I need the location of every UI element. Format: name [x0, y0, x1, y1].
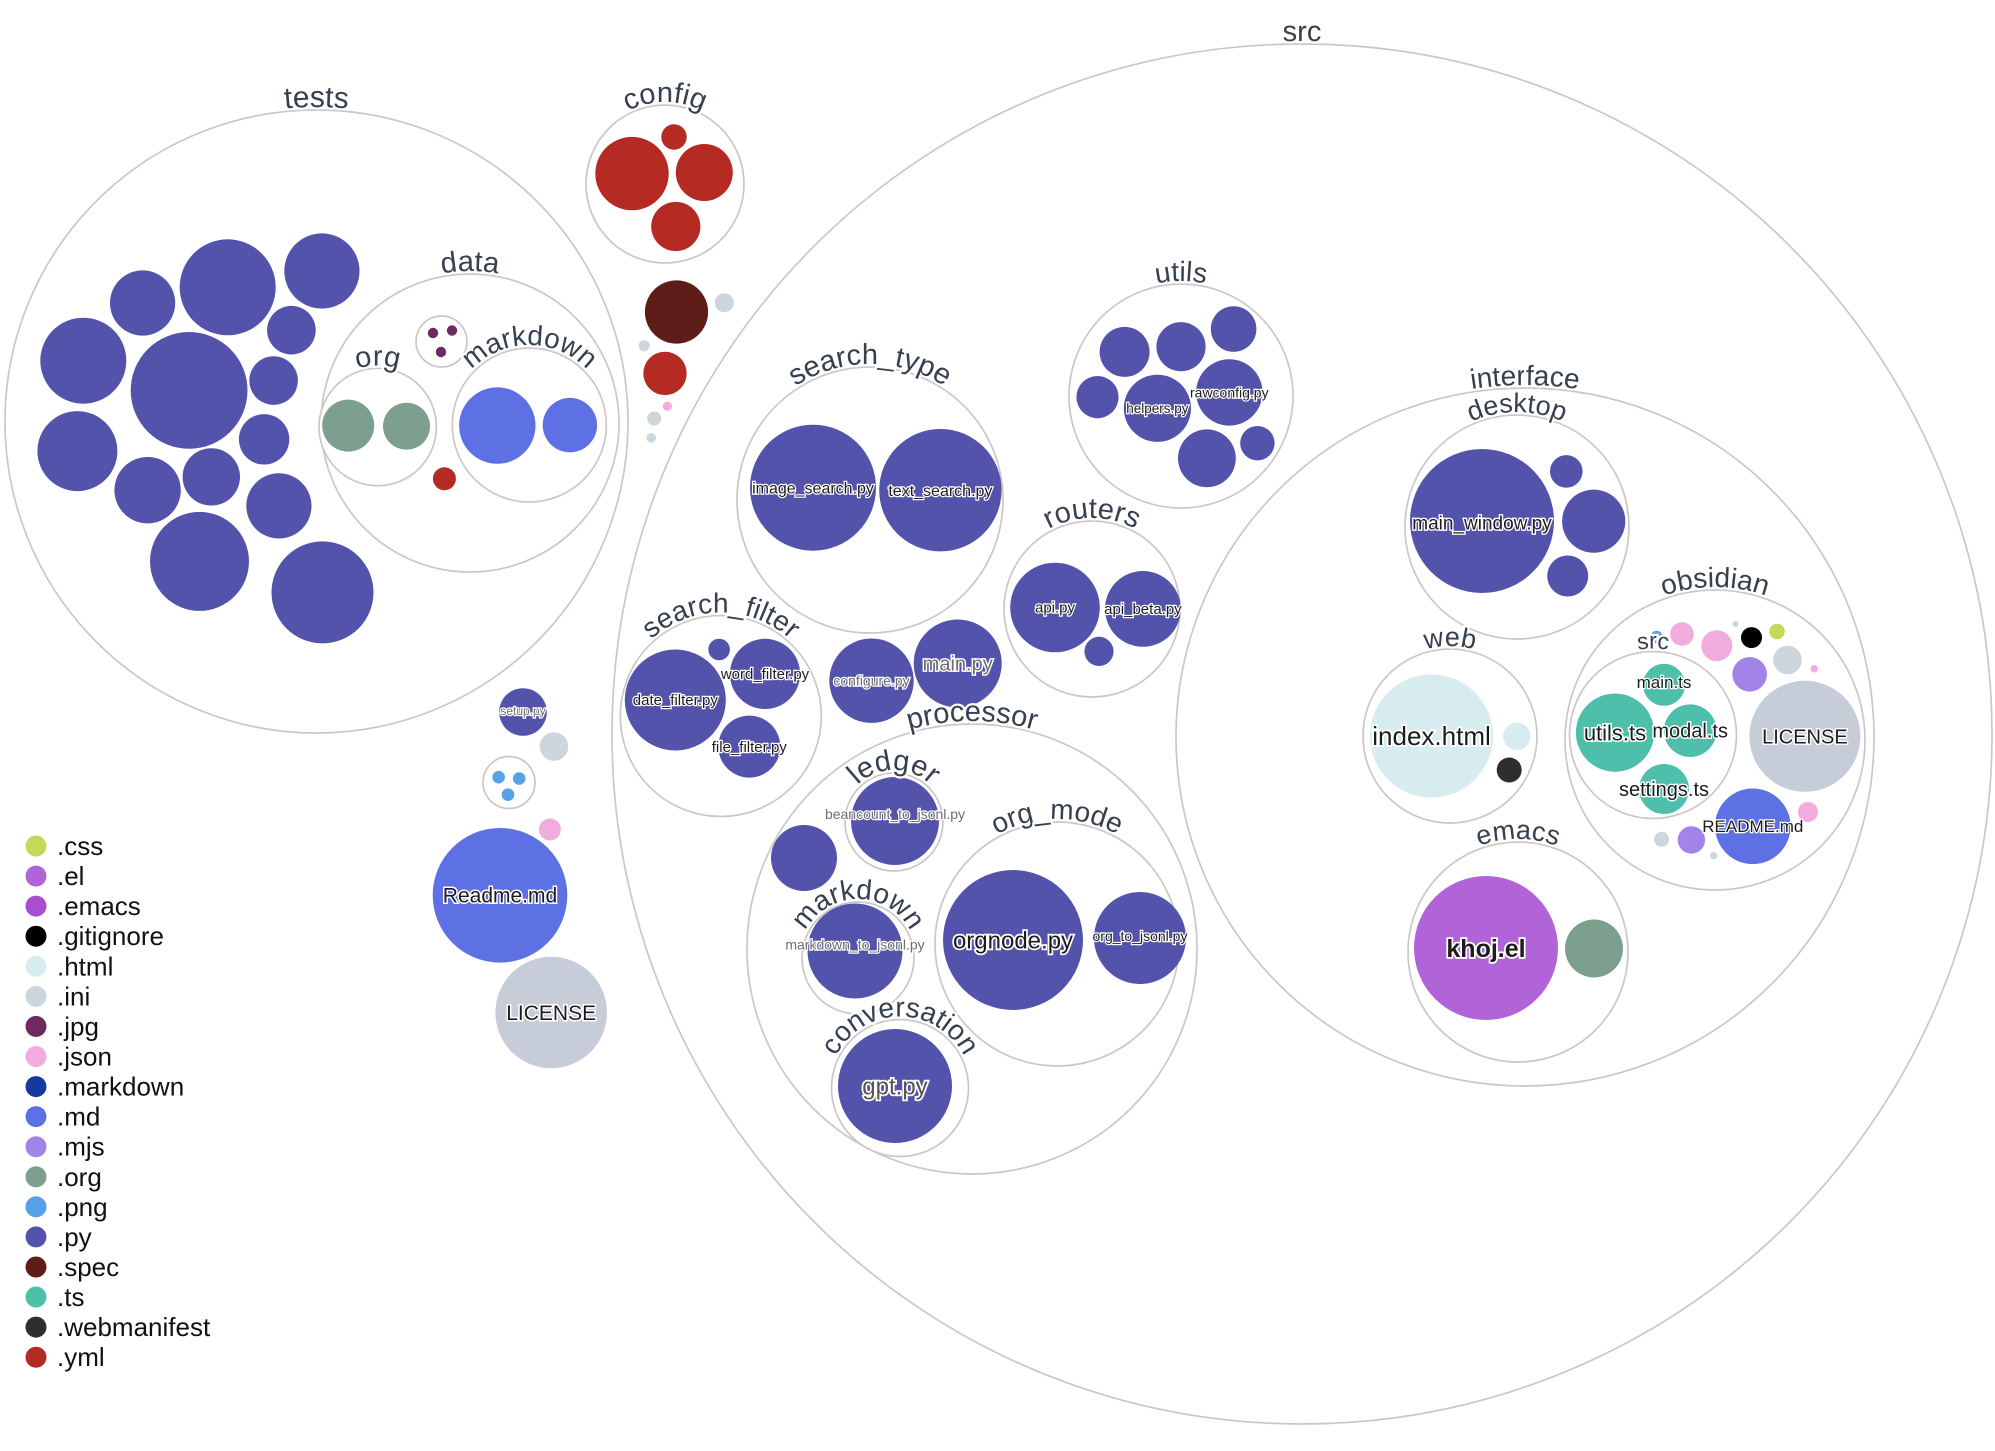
svg-text:gpt.py: gpt.py	[862, 1073, 927, 1100]
svg-text:tests: tests	[283, 81, 350, 116]
svg-text:modal.ts: modal.ts	[1652, 721, 1728, 743]
svg-text:.py: .py	[57, 1222, 92, 1252]
svg-text:main.ts: main.ts	[1637, 673, 1692, 692]
svg-text:main_window.py: main_window.py	[1412, 514, 1552, 535]
svg-text:.yml: .yml	[57, 1342, 105, 1372]
svg-text:date_filter.py: date_filter.py	[633, 692, 719, 709]
svg-text:.html: .html	[57, 951, 113, 981]
svg-text:.el: .el	[57, 861, 84, 891]
svg-text:utils: utils	[1153, 256, 1210, 289]
svg-text:.spec: .spec	[57, 1252, 119, 1282]
svg-text:web: web	[1420, 622, 1479, 655]
svg-text:.gitignore: .gitignore	[57, 921, 164, 951]
svg-text:.md: .md	[57, 1102, 100, 1132]
svg-text:image_search.py: image_search.py	[752, 480, 874, 497]
svg-text:interface: interface	[1468, 360, 1582, 395]
svg-text:.ts: .ts	[57, 1282, 84, 1312]
svg-text:khoj.el: khoj.el	[1446, 935, 1525, 963]
svg-text:.css: .css	[57, 831, 103, 861]
svg-text:setup.py: setup.py	[500, 704, 545, 718]
svg-text:Readme.md: Readme.md	[443, 885, 557, 908]
svg-text:org_to_jsonl.py: org_to_jsonl.py	[1093, 928, 1188, 944]
svg-text:LICENSE: LICENSE	[506, 1002, 596, 1025]
svg-text:.ini: .ini	[57, 981, 90, 1011]
svg-text:rawconfig.py: rawconfig.py	[1190, 384, 1269, 400]
svg-text:.emacs: .emacs	[57, 891, 141, 921]
svg-text:settings.ts: settings.ts	[1619, 779, 1709, 801]
svg-text:.webmanifest: .webmanifest	[57, 1312, 211, 1342]
svg-text:.png: .png	[57, 1192, 108, 1222]
svg-text:README.md: README.md	[1702, 817, 1803, 836]
svg-text:data: data	[439, 246, 503, 281]
svg-text:.json: .json	[57, 1042, 112, 1072]
svg-text:index.html: index.html	[1372, 721, 1491, 751]
svg-text:orgnode.py: orgnode.py	[953, 927, 1073, 954]
svg-text:helpers.py: helpers.py	[1126, 401, 1189, 416]
svg-text:org: org	[352, 340, 404, 375]
svg-text:markdown_to_jsonl.py: markdown_to_jsonl.py	[785, 936, 924, 952]
svg-text:main.py: main.py	[923, 654, 993, 676]
svg-text:.jpg: .jpg	[57, 1011, 99, 1041]
svg-text:.markdown: .markdown	[57, 1072, 184, 1102]
svg-text:src: src	[1282, 16, 1321, 48]
svg-text:text_search.py: text_search.py	[888, 483, 992, 500]
svg-text:LICENSE: LICENSE	[1762, 726, 1848, 748]
svg-text:configure.py: configure.py	[833, 673, 909, 689]
svg-text:word_filter.py: word_filter.py	[720, 666, 810, 683]
svg-text:api.py: api.py	[1035, 600, 1076, 617]
svg-text:beancount_to_jsonl.py: beancount_to_jsonl.py	[825, 806, 965, 822]
svg-text:.mjs: .mjs	[57, 1132, 105, 1162]
svg-text:file_filter.py: file_filter.py	[712, 739, 788, 756]
svg-text:api_beta.py: api_beta.py	[1104, 601, 1182, 618]
svg-text:.org: .org	[57, 1162, 102, 1192]
svg-text:src: src	[1636, 627, 1671, 654]
svg-text:utils.ts: utils.ts	[1584, 720, 1646, 745]
